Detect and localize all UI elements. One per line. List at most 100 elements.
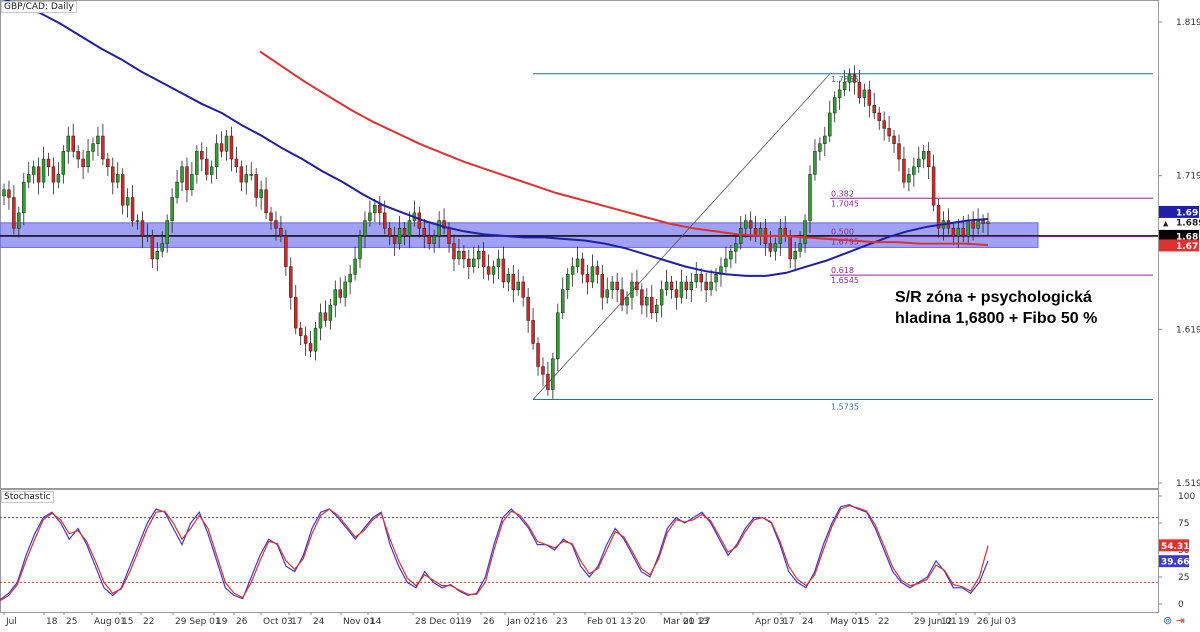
candle[interactable] — [640, 283, 644, 315]
candle-body[interactable] — [664, 281, 669, 290]
candle[interactable] — [828, 100, 832, 143]
candle-body[interactable] — [12, 197, 16, 229]
candle[interactable] — [180, 160, 184, 192]
candle[interactable] — [521, 275, 525, 307]
candle[interactable] — [724, 246, 728, 273]
candle-body[interactable] — [684, 281, 689, 290]
candle[interactable] — [313, 321, 318, 361]
corner-icons[interactable]: ⊚ ⇥ — [1163, 614, 1185, 627]
candle[interactable] — [239, 160, 244, 192]
candle[interactable] — [565, 268, 570, 299]
candle-body[interactable] — [472, 258, 476, 267]
candle[interactable] — [892, 129, 896, 153]
candle-body[interactable] — [640, 289, 644, 306]
candle[interactable] — [630, 272, 634, 310]
candle[interactable] — [546, 361, 550, 396]
candle[interactable] — [259, 180, 263, 210]
candle[interactable] — [155, 242, 160, 272]
candle-body[interactable] — [877, 112, 881, 121]
candle-body[interactable] — [699, 274, 703, 283]
candle-body[interactable] — [758, 227, 763, 237]
candle-body[interactable] — [120, 174, 125, 206]
candle[interactable] — [615, 272, 619, 302]
candle-body[interactable] — [857, 81, 862, 98]
candle[interactable] — [205, 146, 209, 181]
candle[interactable] — [373, 199, 377, 223]
candle[interactable] — [531, 308, 535, 350]
candle[interactable] — [793, 242, 797, 272]
candle-body[interactable] — [521, 281, 525, 298]
candle[interactable] — [625, 291, 629, 315]
candle-body[interactable] — [773, 243, 778, 252]
candle[interactable] — [832, 91, 837, 123]
candle-body[interactable] — [476, 251, 481, 260]
candle[interactable] — [115, 162, 120, 189]
candle-body[interactable] — [531, 320, 535, 344]
candle[interactable] — [486, 254, 491, 281]
candle-body[interactable] — [892, 135, 896, 144]
candle-body[interactable] — [654, 304, 659, 313]
candle-body[interactable] — [36, 166, 41, 183]
candle-body[interactable] — [986, 221, 990, 224]
candle-body[interactable] — [17, 212, 21, 229]
candle[interactable] — [575, 246, 580, 273]
candle-body[interactable] — [264, 189, 268, 214]
candle-body[interactable] — [140, 220, 145, 237]
candle-body[interactable] — [887, 128, 891, 137]
candle-body[interactable] — [506, 274, 511, 283]
candle-body[interactable] — [447, 227, 451, 244]
candle-body[interactable] — [936, 204, 941, 229]
candle-body[interactable] — [694, 274, 698, 283]
candle-body[interactable] — [363, 220, 367, 237]
candle-body[interactable] — [704, 281, 708, 290]
candle-body[interactable] — [650, 297, 654, 313]
candle[interactable] — [200, 142, 204, 172]
candle-body[interactable] — [343, 281, 347, 298]
candle-body[interactable] — [298, 327, 303, 337]
candle-body[interactable] — [956, 227, 961, 237]
candle[interactable] — [145, 223, 150, 243]
candle[interactable] — [887, 116, 891, 143]
candle[interactable] — [244, 165, 249, 195]
candle[interactable] — [476, 245, 481, 269]
candle[interactable] — [120, 168, 125, 215]
candle[interactable] — [358, 229, 362, 269]
candle-body[interactable] — [26, 174, 31, 183]
candle[interactable] — [650, 285, 654, 319]
candle[interactable] — [457, 238, 461, 266]
candle[interactable] — [526, 288, 530, 333]
candle-body[interactable] — [926, 151, 931, 168]
candle-body[interactable] — [743, 220, 748, 229]
candle-body[interactable] — [966, 220, 970, 237]
candle-body[interactable] — [417, 212, 422, 229]
candle[interactable] — [847, 68, 852, 92]
candle-body[interactable] — [842, 81, 847, 91]
candle[interactable] — [882, 111, 886, 141]
candle-body[interactable] — [798, 243, 802, 252]
candle[interactable] — [931, 154, 936, 212]
candle-body[interactable] — [373, 204, 377, 214]
candle[interactable] — [798, 231, 802, 258]
candle-body[interactable] — [96, 135, 100, 144]
candle-body[interactable] — [378, 204, 382, 214]
candle[interactable] — [926, 142, 931, 180]
candle[interactable] — [12, 185, 16, 235]
candle[interactable] — [986, 212, 990, 236]
candle[interactable] — [46, 152, 51, 176]
candle[interactable] — [921, 145, 926, 169]
candle[interactable] — [654, 298, 659, 322]
candle-body[interactable] — [130, 197, 135, 221]
candle-body[interactable] — [308, 343, 313, 352]
candle[interactable] — [659, 280, 664, 318]
candle-body[interactable] — [823, 135, 827, 144]
candle-body[interactable] — [501, 258, 506, 283]
candle-body[interactable] — [284, 235, 288, 267]
candle-body[interactable] — [229, 135, 234, 160]
candle[interactable] — [130, 185, 135, 227]
candle[interactable] — [348, 265, 352, 295]
candle[interactable] — [140, 211, 145, 249]
candle-body[interactable] — [318, 312, 323, 329]
candle[interactable] — [496, 249, 501, 279]
candle[interactable] — [511, 265, 516, 302]
